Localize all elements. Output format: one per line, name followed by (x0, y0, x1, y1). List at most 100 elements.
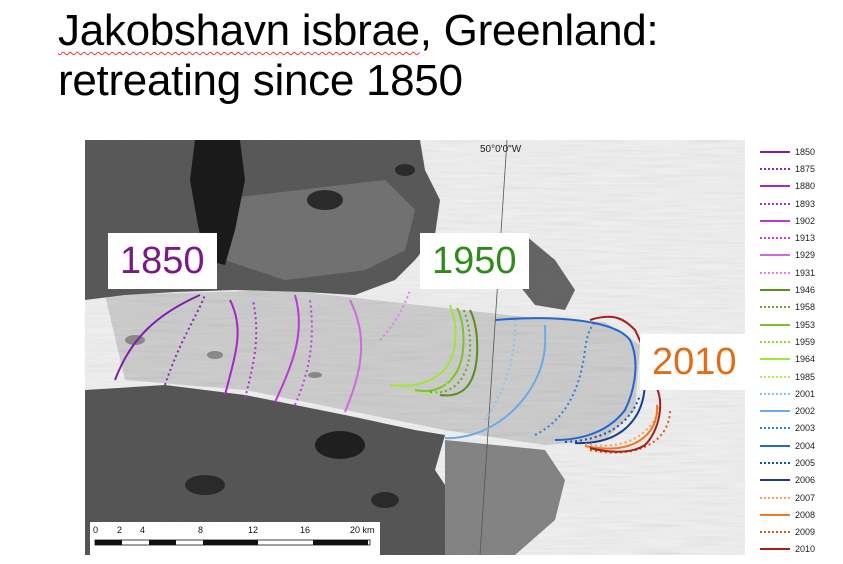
legend-item-1902: 1902 (760, 212, 840, 229)
legend-swatch (760, 219, 790, 222)
legend-item-1964: 1964 (760, 351, 840, 368)
title-location: , Greenland: (419, 6, 659, 55)
legend-swatch (760, 237, 790, 240)
scale-tick-12: 12 (248, 525, 258, 535)
front-1953 (414, 307, 465, 392)
glacier-front-lines (114, 289, 671, 454)
legend-swatch (760, 410, 790, 413)
legend-item-2002: 2002 (760, 402, 840, 419)
title-subtitle: retreating since 1850 (58, 56, 463, 105)
fjord-island-2 (207, 351, 223, 359)
front-2005 (564, 394, 641, 443)
legend-year: 2001 (795, 388, 816, 399)
lake-1 (307, 190, 343, 210)
legend-year: 1913 (795, 233, 816, 244)
glacier-retreat-map: 50°0'0"W 0 2 4 (85, 140, 745, 555)
legend-item-1913: 1913 (760, 229, 840, 246)
legend-year: 1929 (795, 250, 816, 261)
legend-year: 2010 (795, 544, 816, 555)
front-1893 (244, 299, 258, 399)
legend-item-2004: 2004 (760, 437, 840, 454)
south-lake-3 (371, 492, 399, 508)
southern-ridge (445, 440, 565, 555)
front-2004 (494, 317, 637, 441)
legend-swatch (760, 461, 790, 464)
scale-seg-2 (149, 540, 176, 545)
front-1850 (114, 294, 201, 381)
front-1985 (404, 364, 454, 395)
legend-swatch (760, 254, 790, 257)
legend-item-1850: 1850 (760, 143, 840, 160)
legend-item-1959: 1959 (760, 333, 840, 350)
slide-title: Jakobshavn isbrae, Greenland: retreating… (58, 6, 659, 106)
legend-year: 2002 (795, 406, 816, 417)
legend-item-2003: 2003 (760, 420, 840, 437)
scale-tick-0: 0 (93, 525, 98, 535)
legend-swatch (760, 548, 790, 551)
front-2003 (534, 321, 596, 436)
legend-year: 2003 (795, 423, 816, 434)
legend-year: 2005 (795, 457, 816, 468)
legend-year: 2006 (795, 475, 816, 486)
legend-year: 1893 (795, 198, 816, 209)
legend-item-1931: 1931 (760, 264, 840, 281)
legend-item-2005: 2005 (760, 454, 840, 471)
scale-seg-3 (203, 540, 258, 545)
fjord-island-3 (308, 372, 322, 378)
scale-tick-4: 4 (140, 525, 145, 535)
legend-item-1946: 1946 (760, 281, 840, 298)
legend-swatch (760, 340, 790, 343)
legend-swatch (760, 306, 790, 309)
legend-swatch (760, 479, 790, 482)
legend-item-1958: 1958 (760, 299, 840, 316)
front-1964 (439, 309, 479, 397)
scale-tick-8: 8 (198, 525, 203, 535)
legend-year: 1946 (795, 285, 816, 296)
lake-2 (395, 164, 415, 176)
label-2010: 2010 (640, 334, 749, 390)
front-2008 (584, 404, 659, 450)
legend-item-2010: 2010 (760, 541, 840, 558)
meridian-line (479, 140, 508, 555)
scale-bar-background (90, 522, 380, 555)
legend-year: 1850 (795, 146, 816, 157)
front-1931 (379, 289, 411, 341)
front-2006 (574, 379, 646, 445)
legend-item-2001: 2001 (760, 385, 840, 402)
legend-swatch (760, 444, 790, 447)
scale-tick-20: 20 km (350, 525, 375, 535)
legend-year: 1985 (795, 371, 816, 382)
scale-tick-16: 16 (300, 525, 310, 535)
legend-swatch (760, 150, 790, 153)
legend-year: 1953 (795, 319, 816, 330)
northern-ridge (215, 180, 415, 280)
legend-year: 2007 (795, 492, 816, 503)
legend-swatch (760, 289, 790, 292)
map-legend: 1850 1875 1880 1893 1902 1913 1929 1931 1946 1958… (760, 143, 840, 558)
scale-tick-2: 2 (117, 525, 122, 535)
legend-swatch (760, 202, 790, 205)
front-1946 (389, 304, 457, 387)
legend-swatch (760, 531, 790, 534)
legend-item-1880: 1880 (760, 178, 840, 195)
legend-year: 1902 (795, 215, 816, 226)
scale-seg-4 (313, 540, 368, 545)
southern-landmass (85, 385, 455, 555)
front-2002 (444, 324, 547, 440)
legend-year: 1931 (795, 267, 816, 278)
legend-year: 1958 (795, 302, 816, 313)
legend-swatch (760, 185, 790, 188)
legend-item-2009: 2009 (760, 524, 840, 541)
label-1850: 1850 (108, 233, 217, 289)
legend-year: 2004 (795, 440, 816, 451)
legend-year: 1964 (795, 354, 816, 365)
front-2009 (589, 409, 671, 454)
front-2001 (484, 317, 521, 421)
legend-year: 2009 (795, 527, 816, 538)
legend-swatch (760, 167, 790, 170)
legend-item-1985: 1985 (760, 368, 840, 385)
legend-swatch (760, 271, 790, 274)
legend-item-2007: 2007 (760, 489, 840, 506)
legend-swatch (760, 375, 790, 378)
ice-fjord (105, 290, 640, 445)
